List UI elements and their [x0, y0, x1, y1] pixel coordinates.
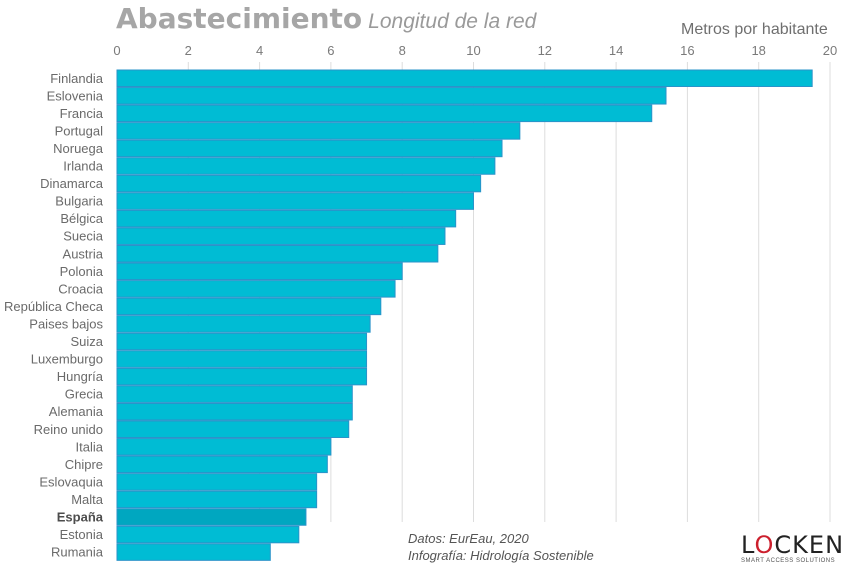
category-label: Luxemburgo [31, 352, 103, 367]
logo-letter-o: O [754, 531, 775, 559]
bar-rep-blica-checa [116, 297, 382, 316]
source-note: Datos: EurEau, 2020 Infografía: Hidrolog… [408, 530, 594, 564]
bar-suecia [116, 227, 446, 245]
bar-rumania [116, 543, 271, 561]
bar-b-lgica [116, 209, 457, 228]
x-tick-label: 4 [256, 43, 263, 58]
chart-title: Abastecimiento [116, 2, 363, 35]
x-tick-label: 18 [751, 43, 765, 58]
bar-reino-unido [116, 420, 350, 438]
bar-austria [116, 245, 439, 263]
bar-italia [116, 438, 332, 456]
category-label: Suecia [63, 229, 104, 244]
category-label: Suiza [70, 334, 103, 349]
bar-polonia [116, 262, 403, 281]
category-label: Eslovenia [47, 88, 104, 103]
logo-wordmark: LOCKEN [741, 533, 844, 557]
bar-francia [116, 104, 653, 123]
x-axis-unit-label: Metros por habitante [681, 21, 828, 38]
bars [116, 69, 813, 561]
category-label: Noruega [53, 141, 104, 156]
chart-subtitle: Longitud de la red [368, 10, 537, 33]
category-label: Chipre [65, 457, 103, 472]
bar-suiza [116, 332, 368, 351]
bar-malta [116, 490, 318, 509]
logo-letters-cken: CKEN [774, 531, 845, 559]
category-label: Francia [60, 106, 104, 121]
source-line-data: Datos: EurEau, 2020 [408, 531, 529, 546]
bar-noruega [116, 139, 503, 158]
category-label: Croacia [58, 281, 104, 296]
x-tick-label: 0 [113, 43, 120, 58]
category-label: Eslovaquia [39, 474, 103, 489]
bar-paises-bajos [116, 315, 371, 333]
category-label: Bélgica [60, 211, 103, 226]
category-label: Alemania [49, 404, 104, 419]
x-tick-label: 8 [399, 43, 406, 58]
category-label: Portugal [55, 123, 104, 138]
bar-croacia [116, 280, 396, 298]
category-label: Paises bajos [29, 316, 103, 331]
x-tick-label: 14 [609, 43, 623, 58]
category-label: Bulgaria [55, 194, 103, 209]
bar-dinamarca [116, 174, 482, 193]
x-tick-label: 12 [538, 43, 552, 58]
x-tick-label: 10 [466, 43, 480, 58]
bar-espa-a [116, 508, 307, 526]
category-label: Polonia [60, 264, 104, 279]
bar-estonia [116, 525, 300, 544]
bar-eslovenia [116, 87, 667, 105]
x-tick-label: 16 [680, 43, 694, 58]
x-tick-label: 2 [185, 43, 192, 58]
chart-title-block: Abastecimiento Longitud de la red [116, 2, 536, 35]
category-label: Irlanda [63, 159, 104, 174]
bar-finlandia [116, 69, 813, 87]
bar-bulgaria [116, 192, 474, 210]
category-label: Finlandia [50, 71, 104, 86]
x-tick-label: 20 [823, 43, 837, 58]
x-tick-label: 6 [327, 43, 334, 58]
category-label: República Checa [4, 299, 104, 314]
category-label: Hungría [57, 369, 104, 384]
logo-tagline: SMART ACCESS SOLUTIONS [741, 558, 836, 564]
bar-hungr-a [116, 367, 368, 386]
bar-irlanda [116, 157, 496, 175]
category-label: Estonia [60, 527, 104, 542]
x-axis-ticks: 0 2 4 6 8 10 12 14 16 18 20 [113, 43, 837, 58]
locken-logo: LOCKEN SMART ACCESS SOLUTIONS [741, 533, 844, 564]
category-label: Dinamarca [40, 176, 104, 191]
bar-luxemburgo [116, 350, 368, 368]
category-label: España [57, 510, 104, 525]
source-line-infographic: Infografía: Hidrología Sostenible [408, 548, 594, 563]
bar-chipre [116, 455, 328, 474]
category-label: Italia [76, 439, 104, 454]
bar-grecia [116, 385, 353, 403]
category-label: Reino unido [34, 422, 103, 437]
category-labels: Finlandia Eslovenia Francia Portugal Noruega… [4, 71, 104, 560]
category-label: Austria [63, 246, 104, 261]
logo-letter-l: L [741, 531, 755, 559]
category-label: Rumania [51, 545, 104, 560]
category-label: Grecia [65, 387, 104, 402]
bar-alemania [116, 402, 353, 421]
bar-eslovaquia [116, 473, 318, 491]
category-label: Malta [71, 492, 104, 507]
bar-portugal [116, 122, 521, 140]
